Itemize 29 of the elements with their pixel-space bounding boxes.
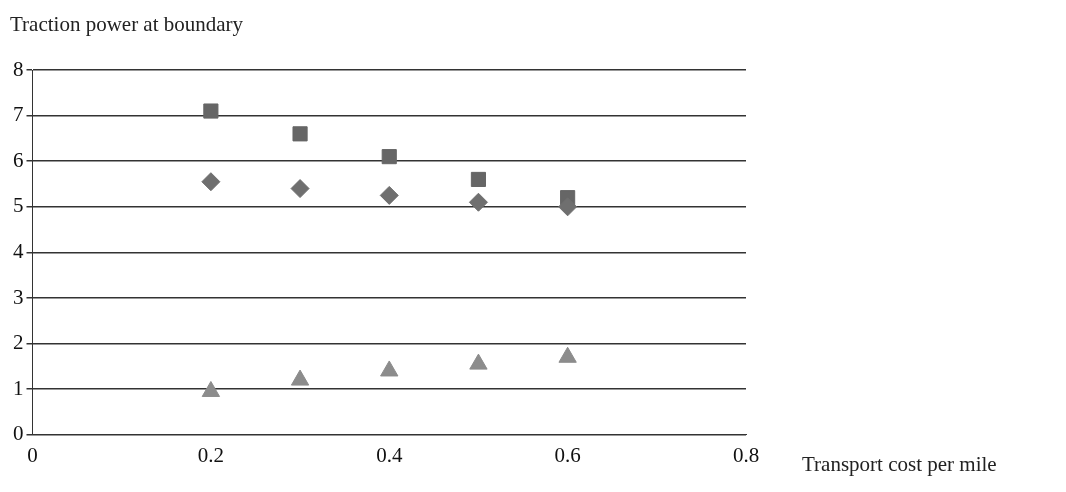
y-tick-label: 7: [13, 102, 24, 127]
x-tick-label: 0.2: [197, 442, 224, 467]
point: [290, 179, 310, 199]
x-axis-title: Transport cost per mile: [802, 452, 997, 477]
point: [380, 360, 399, 377]
y-tick-label: 5: [13, 193, 24, 218]
y-tick-label: 6: [13, 147, 24, 172]
x-tick-label: 0.4: [376, 442, 403, 467]
y-tick-label: 2: [13, 330, 24, 355]
point: [292, 126, 308, 142]
point: [201, 172, 221, 192]
point: [468, 192, 488, 212]
point: [381, 149, 397, 165]
point: [290, 369, 310, 386]
point: [558, 346, 577, 363]
y-tick-label: 1: [13, 375, 24, 400]
point: [558, 197, 578, 217]
point: [201, 380, 221, 397]
x-tick-label: 0.6: [554, 442, 581, 467]
y-tick-label: 3: [13, 284, 24, 309]
x-tick-label: 0.8: [732, 442, 760, 467]
y-axis-title: Traction power at boundary: [10, 12, 244, 37]
point: [379, 185, 399, 205]
y-tick-label: 0: [13, 421, 24, 446]
point: [470, 171, 487, 188]
point: [203, 103, 219, 119]
point: [469, 353, 488, 370]
y-tick-label: 8: [13, 56, 24, 81]
y-tick-label: 4: [13, 238, 24, 263]
